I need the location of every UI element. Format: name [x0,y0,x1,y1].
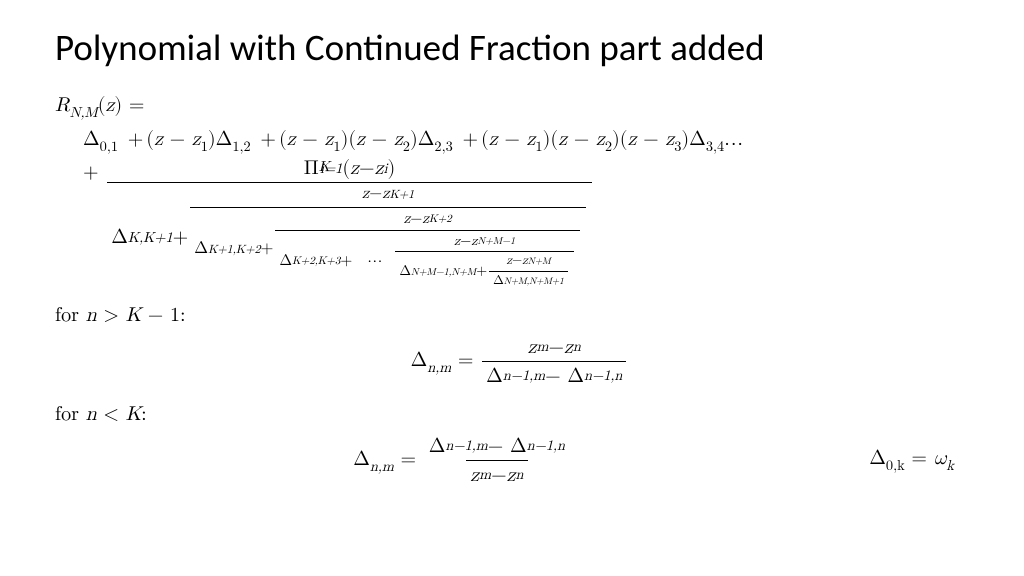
condition-2: for n < K: [55,401,984,427]
base-case: Δ0,k = ωk [869,445,954,475]
continued-fraction: + ΠKi=1(z − zi) ΔK,K+1 + z − zK+1 ΔK+1,K… [83,155,984,289]
delta-recurrence-2: Δn,m = Δn−1,m − Δn−1,n zm − zn Δ0,k = ωk [55,433,984,488]
slide-title: Polynomial with Continued Fraction part … [55,25,984,70]
condition-1: for n > K − 1: [55,302,984,328]
polynomial-part: Δ0,1 +(z − z1)Δ1,2 +(z − z1)(z − z2)Δ2,3… [83,126,984,156]
fn-R: R [55,95,70,115]
delta-recurrence-1: Δn,m = zm − zn Δn−1,m − Δn−1,n [55,334,984,389]
main-equation: RN,M(z) = Δ0,1 +(z − z1)Δ1,2 +(z − z1)(z… [55,92,984,290]
